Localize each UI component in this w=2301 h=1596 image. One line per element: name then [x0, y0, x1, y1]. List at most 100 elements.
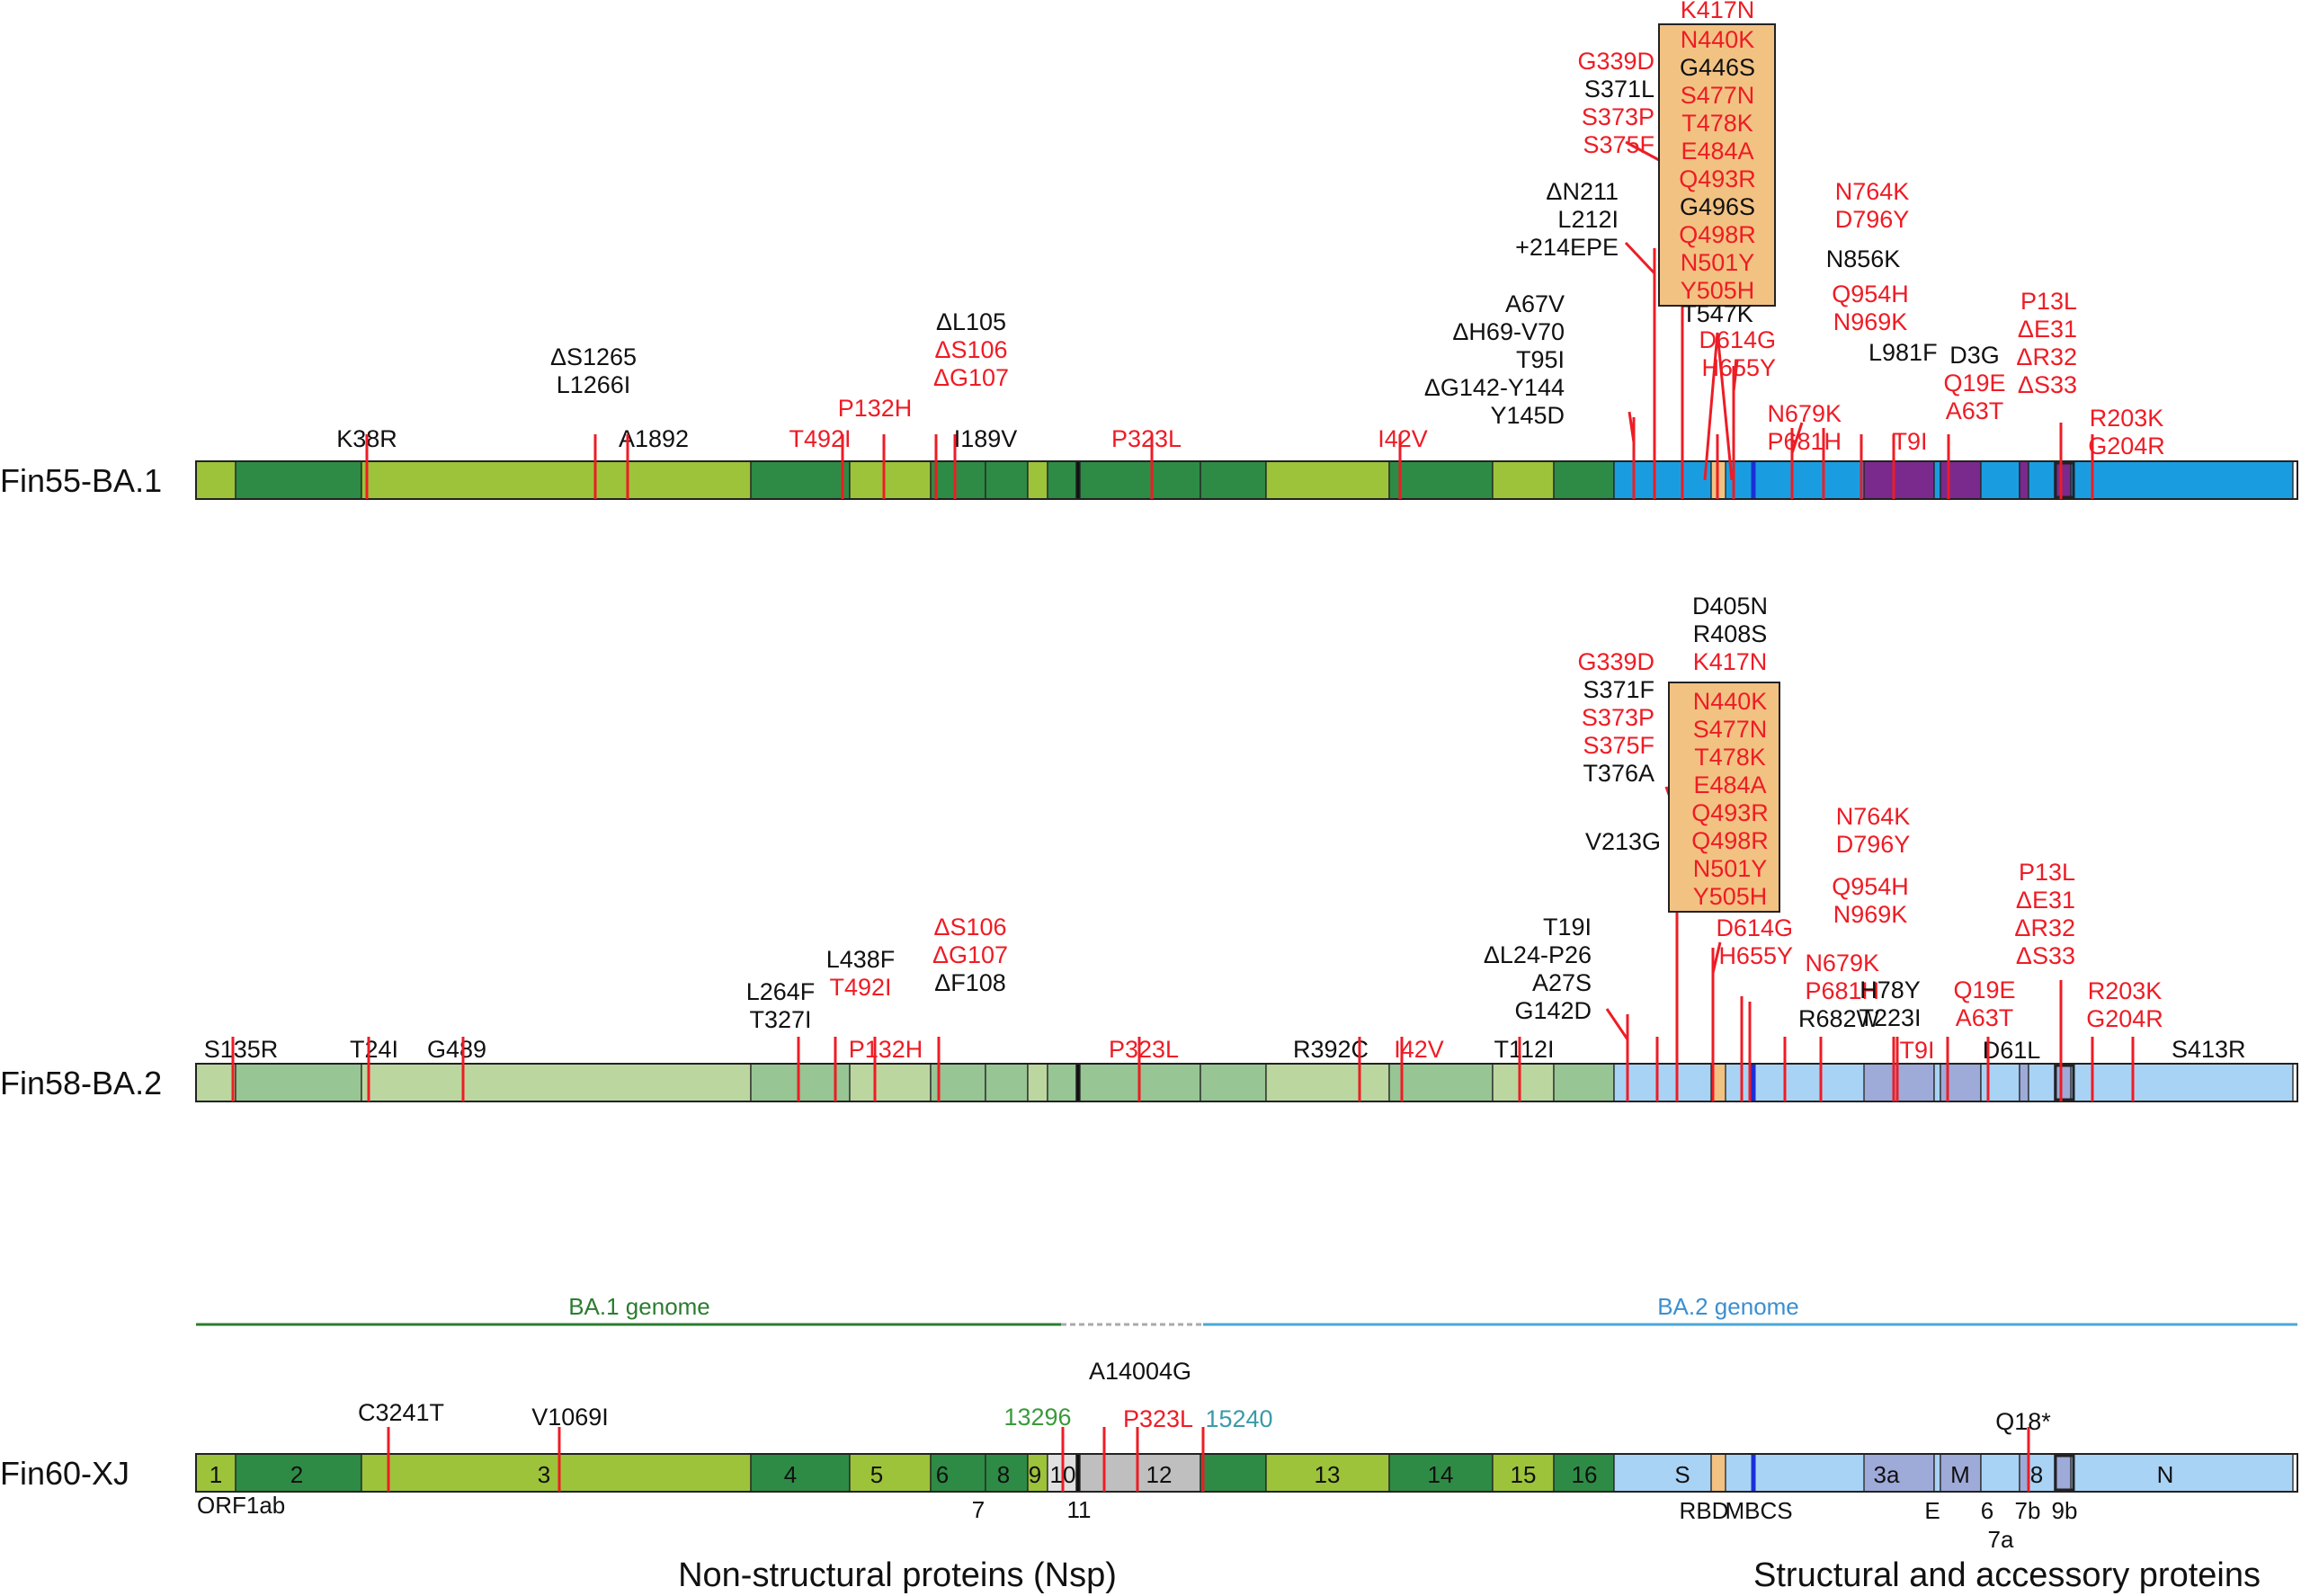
- accessory-segment: [1934, 461, 1940, 499]
- segment-label: 8: [2030, 1461, 2043, 1488]
- mutation-line: P132H: [838, 395, 913, 422]
- mutation-line: H655Y: [1718, 942, 1793, 969]
- gene-segment: [1080, 461, 1200, 499]
- gene-segment: [850, 461, 931, 499]
- gene-segment: [1554, 461, 1614, 499]
- mutation-line: Y145D: [1490, 402, 1565, 429]
- mutation-label: T9I: [1892, 428, 1927, 455]
- mutation-label: N679K P681H: [1767, 400, 1842, 455]
- segment-label: M: [1950, 1461, 1970, 1488]
- gene-segment: [1389, 461, 1493, 499]
- gene-segment: [196, 1064, 236, 1101]
- mutation-label: P132H: [849, 1036, 923, 1063]
- mutation-label: P13L ΔE31 ΔR32 ΔS33: [2016, 288, 2077, 398]
- segment-label: 12: [1146, 1461, 1173, 1488]
- mutation-label: T547K: [1681, 300, 1753, 327]
- mutation-label: G339D S371L S373P S375F: [1577, 48, 1654, 158]
- mutation-label: I42V: [1378, 425, 1428, 452]
- gene-segment: [1493, 1064, 1554, 1101]
- mutation-line: ΔR32: [2016, 343, 2077, 370]
- mutation-label: P132H: [838, 395, 913, 422]
- mutation-label: Q18*: [1995, 1408, 2051, 1435]
- mutation-line: L981F: [1868, 339, 1938, 366]
- segment-label: 4: [784, 1461, 797, 1488]
- accessory-segment: [1864, 1064, 1934, 1101]
- mutation-label: K417N: [1681, 0, 1755, 23]
- mutation-label: V213G: [1585, 828, 1661, 855]
- mutation-label: ΔN211 L212I +214EPE: [1515, 178, 1619, 261]
- mutation-line: S375F: [1583, 131, 1654, 158]
- mutation-line: L212I: [1557, 206, 1619, 233]
- ba1-genome-label: BA.1 genome: [568, 1293, 710, 1320]
- mutation-line: H78Y: [1860, 976, 1921, 1003]
- mutation-line: T95I: [1516, 346, 1565, 373]
- mutation-label: D405N R408S K417N: [1692, 593, 1768, 675]
- gene-segment: [1048, 461, 1076, 499]
- gene-segment: [986, 1064, 1028, 1101]
- mutation-line: N501Y: [1693, 855, 1768, 882]
- gene-segment: [361, 1064, 751, 1101]
- leader-line: [1626, 243, 1654, 273]
- mutation-line: ΔH69-V70: [1452, 318, 1565, 345]
- mutation-line: S371F: [1583, 676, 1654, 703]
- ba2-genome-label: BA.2 genome: [1657, 1293, 1799, 1320]
- mutation-line: D614G: [1716, 914, 1793, 941]
- mutation-line: N501Y: [1681, 249, 1755, 276]
- mutation-label: A67V ΔH69-V70 T95I ΔG142-Y144 Y145D: [1424, 290, 1565, 429]
- gene-segment: [1389, 1064, 1493, 1101]
- segment-caption: 7b: [2015, 1497, 2041, 1524]
- mutation-line: ΔS106: [933, 914, 1006, 941]
- accessory-segment: [1981, 461, 2020, 499]
- accessory-segment: [1981, 1454, 2020, 1492]
- mutation-line: D614G: [1699, 326, 1776, 353]
- gene-segment: [850, 1454, 931, 1492]
- mutation-label: C3241T: [358, 1399, 444, 1426]
- segment-label: 15: [1511, 1461, 1537, 1488]
- mutation-line: L1266I: [557, 371, 631, 398]
- mutation-line: P323L: [1123, 1405, 1193, 1432]
- mutation-line: N764K: [1835, 178, 1910, 205]
- mutation-label: Q954H N969K: [1832, 281, 1909, 335]
- mutation-line: ΔS106: [934, 336, 1007, 363]
- mutation-label: Q19E A63T: [1953, 976, 2015, 1031]
- mutation-line: P13L: [2020, 288, 2077, 315]
- mutation-line: T24I: [350, 1036, 398, 1063]
- mutation-line: R203K: [2088, 977, 2163, 1004]
- mutation-line: I189V: [954, 425, 1018, 452]
- mutation-line: C3241T: [358, 1399, 444, 1426]
- mutation-label: 15240: [1205, 1405, 1272, 1432]
- mutation-line: N679K: [1767, 400, 1842, 427]
- segment-label: 13: [1315, 1461, 1341, 1488]
- mutation-label: N440K S477N T478K E484A Q493R Q498R N501Y Y505H: [1691, 688, 1769, 910]
- mutation-line: D796Y: [1836, 831, 1911, 858]
- accessory-segment: [2055, 461, 2071, 499]
- mutation-line: ΔN211: [1546, 178, 1619, 205]
- segment-caption: 6: [1981, 1497, 1993, 1524]
- genome-name: Fin60-XJ: [0, 1455, 129, 1492]
- mutation-line: Y505H: [1693, 883, 1768, 910]
- gene-segment: [986, 461, 1028, 499]
- genome-diagram: Fin55-BA.1K38RΔS1265 L1266IA1892 T492IP132…: [0, 0, 2301, 1596]
- mutation-line: A27S: [1532, 969, 1592, 996]
- recombination-guide: BA.1 genome BA.2 genome: [196, 1293, 2297, 1324]
- mutation-line: T376A: [1583, 760, 1654, 787]
- mutation-label: T24I: [350, 1036, 398, 1063]
- mutation-label: Q954H N969K: [1832, 873, 1909, 928]
- mutation-line: D796Y: [1835, 206, 1910, 233]
- mutation-line: A63T: [1946, 397, 2004, 424]
- gene-segment: [1493, 461, 1554, 499]
- mutation-line: N764K: [1836, 803, 1911, 830]
- segment-caption: ORF1ab: [197, 1492, 285, 1519]
- accessory-segment: [2020, 1064, 2029, 1101]
- mutation-label: P323L: [1111, 425, 1182, 452]
- mutation-line: N969K: [1833, 308, 1908, 335]
- segment-label: 2: [290, 1461, 303, 1488]
- segment-label: 16: [1572, 1461, 1598, 1488]
- mutation-label: ΔS1265 L1266I: [550, 343, 637, 398]
- mutation-line: S477N: [1693, 716, 1768, 743]
- mutation-line: G446S: [1680, 54, 1755, 81]
- mutation-line: T478K: [1694, 744, 1766, 771]
- mutation-line: T327I: [749, 1006, 811, 1033]
